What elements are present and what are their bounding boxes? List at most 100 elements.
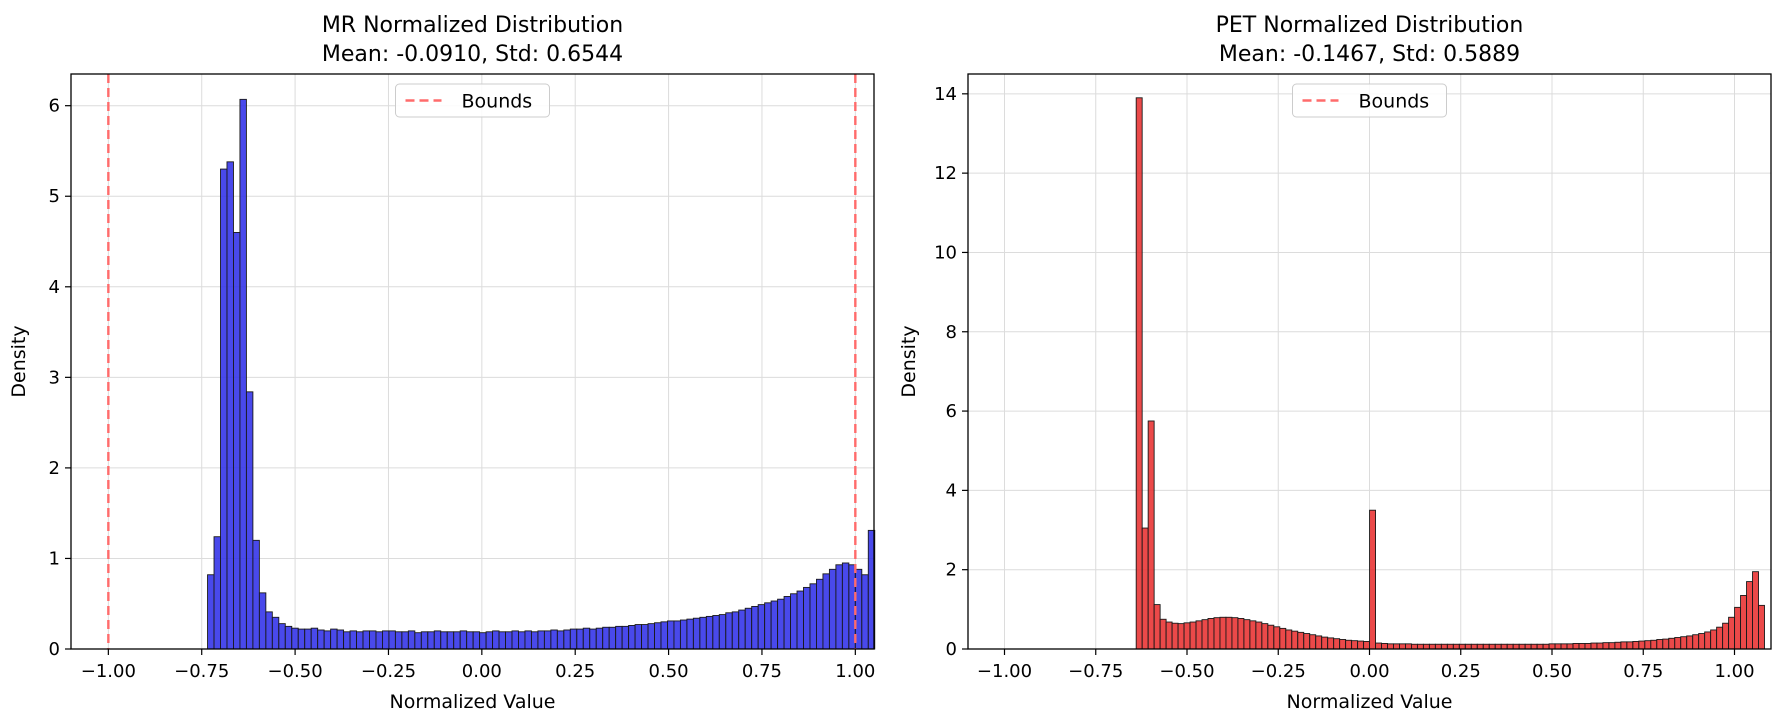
chart-1-histogram-bar bbox=[770, 600, 779, 650]
chart-2-y-tick-label: 0 bbox=[946, 639, 957, 660]
chart-2-legend-label: Bounds bbox=[1359, 91, 1430, 113]
chart-2-legend-box bbox=[1292, 83, 1447, 118]
chart-1-histogram-bar bbox=[738, 609, 746, 650]
chart-1-histogram-bar bbox=[407, 630, 416, 650]
chart-1-histogram-bar bbox=[297, 628, 306, 650]
chart-1-title: MR Normalized Distribution bbox=[322, 13, 623, 38]
chart-2-histogram-bar bbox=[1530, 643, 1538, 650]
chart-2-histogram-bar bbox=[1237, 618, 1245, 650]
chart-1-histogram-bar bbox=[757, 604, 766, 650]
chart-1-histogram-bar bbox=[816, 578, 824, 650]
chart-2-histogram-bar bbox=[1542, 643, 1550, 650]
chart-2-histogram-bar bbox=[1620, 641, 1628, 650]
chart-2-y-tick-label: 4 bbox=[946, 480, 957, 501]
chart-2-histogram-bar bbox=[1602, 642, 1610, 650]
chart-1-histogram-bar bbox=[563, 629, 571, 650]
chart-2-histogram-bar bbox=[1255, 621, 1263, 650]
chart-1-histogram-bar bbox=[783, 596, 791, 650]
chart-2-histogram-bar bbox=[1476, 643, 1484, 650]
chart-2-histogram-bar bbox=[1554, 643, 1562, 650]
chart-1-x-tick-label: 0.50 bbox=[649, 661, 689, 682]
chart-2-y-tick-label: 2 bbox=[946, 560, 957, 581]
chart-1-histogram-bar bbox=[511, 630, 519, 650]
chart-1-x-tick-label: −0.50 bbox=[268, 661, 323, 682]
chart-2-histogram-bar bbox=[1614, 641, 1622, 650]
chart-2-histogram-bar bbox=[1291, 630, 1299, 650]
chart-2-y-axis-label: Density bbox=[898, 325, 920, 397]
chart-2-histogram-bar bbox=[1177, 623, 1185, 650]
chart-1-plot-frame bbox=[70, 73, 875, 650]
chart-2-title: PET Normalized Distribution bbox=[1216, 13, 1524, 38]
chart-1-histogram-bar bbox=[472, 631, 481, 650]
chart-2-x-axis-label: Normalized Value bbox=[1287, 691, 1453, 713]
chart-2-histogram-bar bbox=[1345, 639, 1353, 650]
chart-2-group: −1.00 −0.75 −0.50 −0.25 0.00 0.25 0.50 0.75 1.00… bbox=[898, 13, 1772, 713]
chart-2-y-tick-label: 8 bbox=[946, 322, 957, 343]
chart-1-histogram-bar bbox=[330, 628, 338, 650]
chart-1-histogram-bar bbox=[595, 627, 604, 650]
chart-2-x-tick-label: −1.00 bbox=[977, 661, 1032, 682]
chart-2-histogram-bar bbox=[1207, 618, 1215, 650]
chart-2-histogram-bar bbox=[1387, 643, 1394, 650]
chart-2-histogram-bar bbox=[1153, 604, 1161, 650]
chart-2-histogram-bar bbox=[1309, 634, 1317, 650]
chart-2-histogram-bar bbox=[1434, 643, 1442, 650]
chart-2-histogram-bar bbox=[1746, 581, 1753, 650]
chart-1-histogram-bar bbox=[291, 627, 299, 650]
chart-2-y-tick-label: 6 bbox=[946, 401, 957, 422]
chart-1-histogram-bar bbox=[705, 615, 714, 650]
chart-1-y-tick-label: 2 bbox=[49, 458, 60, 479]
chart-2-histogram-bar bbox=[1183, 622, 1191, 650]
chart-2-histogram-bar bbox=[1650, 639, 1658, 650]
chart-2-histogram-bar bbox=[1674, 637, 1682, 650]
chart-1-histogram-bar bbox=[731, 611, 740, 650]
chart-2-histogram-bar bbox=[1189, 621, 1197, 650]
chart-1-histogram-bar bbox=[692, 617, 701, 650]
chart-1-histogram-bar bbox=[349, 630, 357, 650]
chart-1-histogram-bar bbox=[790, 593, 798, 650]
chart-1-histogram-bar bbox=[809, 583, 817, 650]
chart-2-histogram-bar bbox=[1351, 640, 1359, 650]
chart-2-y-tick-label: 12 bbox=[934, 163, 957, 184]
chart-2-histogram-bar bbox=[1584, 642, 1592, 650]
chart-1-legend: Bounds bbox=[395, 83, 550, 118]
chart-2-histogram-bar bbox=[1422, 643, 1430, 650]
chart-1-histogram-bar bbox=[686, 618, 694, 650]
chart-1-histogram-bar bbox=[796, 590, 804, 650]
chart-2-histogram-bar bbox=[1405, 643, 1412, 650]
chart-2-histogram-bar bbox=[1159, 618, 1167, 650]
chart-1-histogram-bar bbox=[725, 612, 733, 650]
chart-1-histogram-bar bbox=[543, 630, 552, 650]
chart-1-histogram-bar bbox=[343, 631, 351, 650]
chart-2-histogram-bar bbox=[1297, 631, 1305, 650]
chart-1-histogram-bar bbox=[271, 616, 280, 650]
chart-1-histogram-bar bbox=[220, 168, 228, 650]
chart-1-histogram-bar bbox=[207, 574, 215, 650]
chart-1-histogram-bar bbox=[556, 630, 565, 650]
chart-2-histogram-bar bbox=[1698, 633, 1706, 650]
chart-1-histogram-bar bbox=[485, 631, 494, 650]
chart-2-histogram-bar bbox=[1464, 643, 1472, 650]
chart-2-histogram-bar bbox=[1494, 643, 1502, 650]
chart-2-histogram-bar bbox=[1416, 643, 1424, 650]
chart-1-histogram-bar bbox=[505, 631, 513, 650]
chart-1-histogram-bar bbox=[252, 539, 260, 650]
chart-1-x-tick-label: 0.75 bbox=[742, 661, 782, 682]
chart-1-histogram-bar bbox=[446, 631, 455, 650]
chart-2-histogram-bar bbox=[1399, 643, 1406, 650]
chart-1-histogram-bar bbox=[317, 629, 325, 650]
chart-1-histogram-bar bbox=[518, 631, 526, 650]
chart-1-histogram-bar bbox=[822, 573, 830, 650]
chart-1-histogram-bar bbox=[628, 625, 636, 650]
chart-1-histogram-bar bbox=[284, 625, 293, 650]
chart-2-histogram-bar bbox=[1279, 627, 1287, 650]
chart-1-histogram-bar bbox=[530, 631, 539, 650]
chart-1-histogram-bar bbox=[394, 631, 403, 650]
chart-2-histogram-bar bbox=[1734, 606, 1742, 650]
chart-1-histogram-bar bbox=[621, 625, 630, 650]
chart-1-y-tick-label: 1 bbox=[49, 548, 60, 569]
chart-1-histogram-bar bbox=[420, 631, 429, 650]
chart-2-histogram-bar bbox=[1668, 637, 1676, 650]
chart-2-histogram-bar bbox=[1446, 643, 1454, 650]
